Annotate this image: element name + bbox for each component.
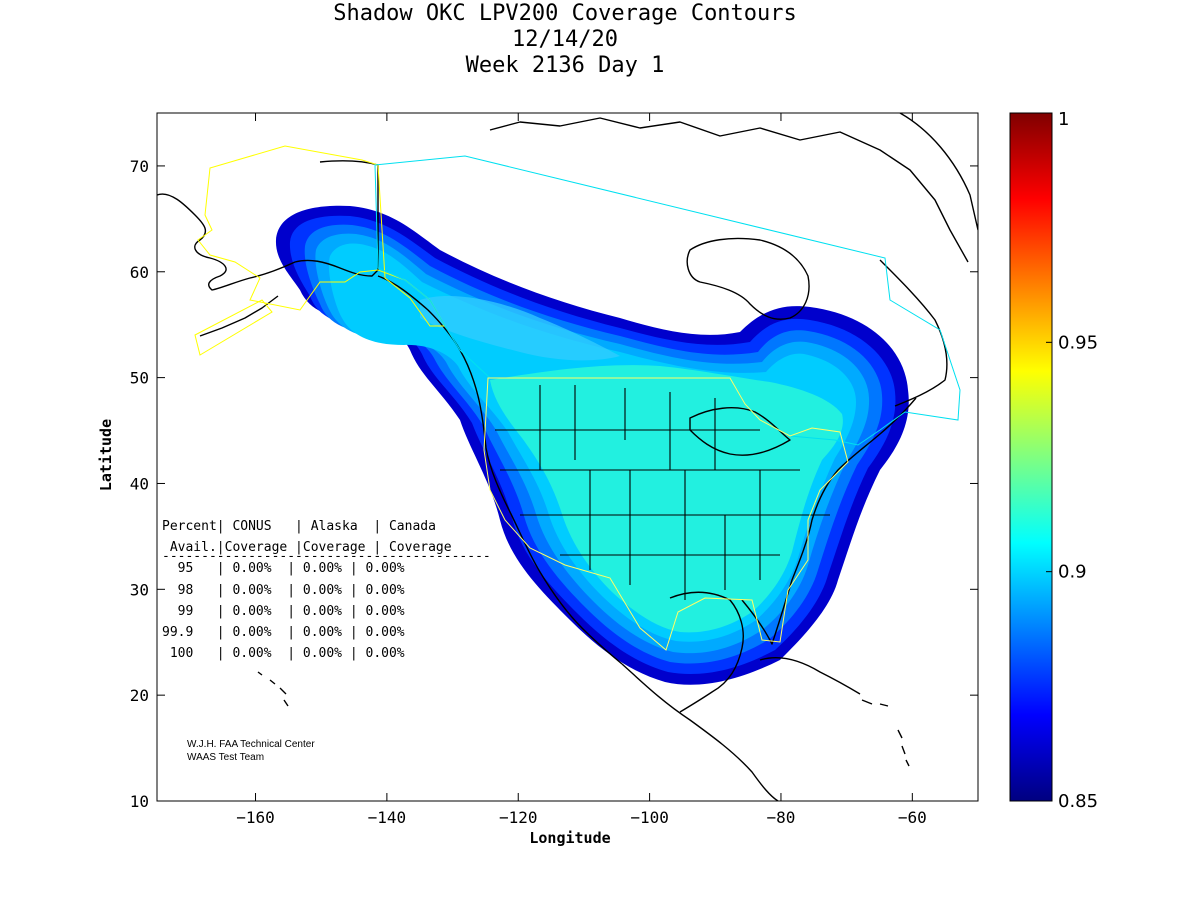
credit-line-1: W.J.H. FAA Technical Center <box>187 739 315 750</box>
stats-header-1: Percent| CONUS | Alaska | Canada <box>162 519 436 534</box>
x-tick-label: −80 <box>767 808 796 827</box>
state-boundaries <box>495 385 830 600</box>
colorbar <box>1009 112 1053 802</box>
contour-interior-north <box>420 296 620 361</box>
canada-boundary <box>374 155 961 446</box>
coastline-hudson-bay <box>686 237 810 320</box>
coastline-cuba <box>759 657 861 695</box>
stats-row: 99.9 | 0.00% | 0.00% | 0.00% <box>162 625 405 640</box>
coastline-mexico <box>621 663 779 801</box>
colorbar-tick-label: 1 <box>1058 109 1069 130</box>
contour-interior <box>490 365 843 633</box>
colorbar-ticks: 0.85 0.9 0.95 1 <box>1046 109 1098 812</box>
map-layers <box>157 113 978 801</box>
y-tick-label: 20 <box>130 686 149 705</box>
coastlines <box>157 113 978 801</box>
stats-separator: ----------------------------------------… <box>162 549 491 564</box>
coastline-hawaii <box>257 671 289 707</box>
y-tick-label: 40 <box>130 474 149 493</box>
conus-boundary <box>483 377 849 651</box>
colorbar-tick-label: 0.9 <box>1058 562 1087 583</box>
y-tick-label: 70 <box>130 157 149 176</box>
coastline-caribbean <box>861 699 910 767</box>
y-tick-label: 60 <box>130 263 149 282</box>
coastline-greenland <box>899 113 978 231</box>
coastline-alaska-islands <box>199 295 279 337</box>
x-axis-title: Longitude <box>529 829 610 847</box>
coastline-alaska <box>157 160 379 291</box>
x-tick-label: −140 <box>368 808 407 827</box>
chart-title-line-1: Shadow OKC LPV200 Coverage Contours <box>333 1 797 26</box>
chart-title-line-2: 12/14/20 <box>512 27 618 52</box>
y-axis: 10 20 30 40 50 60 70 <box>130 157 978 811</box>
x-tick-label: −160 <box>236 808 275 827</box>
coastline-arctic-islands <box>489 117 969 263</box>
x-tick-label: −100 <box>630 808 669 827</box>
y-tick-label: 50 <box>130 369 149 388</box>
credit-line-2: WAAS Test Team <box>187 752 264 763</box>
stats-header-2: Avail.|Coverage |Coverage | Coverage <box>162 540 452 555</box>
colorbar-tick-label: 0.95 <box>1058 332 1098 353</box>
y-tick-label: 10 <box>130 792 149 811</box>
coverage-stats-table: Percent| CONUS | Alaska | Canada Avail.|… <box>162 519 491 661</box>
chart-title-line-3: Week 2136 Day 1 <box>465 53 665 78</box>
coastline-east <box>741 397 917 645</box>
stats-row: 98 | 0.00% | 0.00% | 0.00% <box>162 583 405 598</box>
colorbar-tick-label: 0.85 <box>1058 791 1098 812</box>
great-lakes <box>689 407 791 456</box>
coastline-gulf <box>669 591 744 713</box>
alaska-aleutian-boundary <box>194 299 273 356</box>
x-tick-label: −120 <box>499 808 538 827</box>
plot-frame <box>156 112 979 802</box>
stats-row: 100 | 0.00% | 0.00% | 0.00% <box>162 646 405 661</box>
x-axis: −160 −140 −120 −100 −80 −60 <box>236 113 927 827</box>
x-tick-label: −60 <box>898 808 927 827</box>
y-tick-label: 30 <box>130 580 149 599</box>
stats-row: 99 | 0.00% | 0.00% | 0.00% <box>162 604 405 619</box>
stats-row: 95 | 0.00% | 0.00% | 0.00% <box>162 561 405 576</box>
alaska-boundary <box>197 145 446 327</box>
y-axis-title: Latitude <box>97 419 115 491</box>
coastline-pacific <box>377 275 623 665</box>
